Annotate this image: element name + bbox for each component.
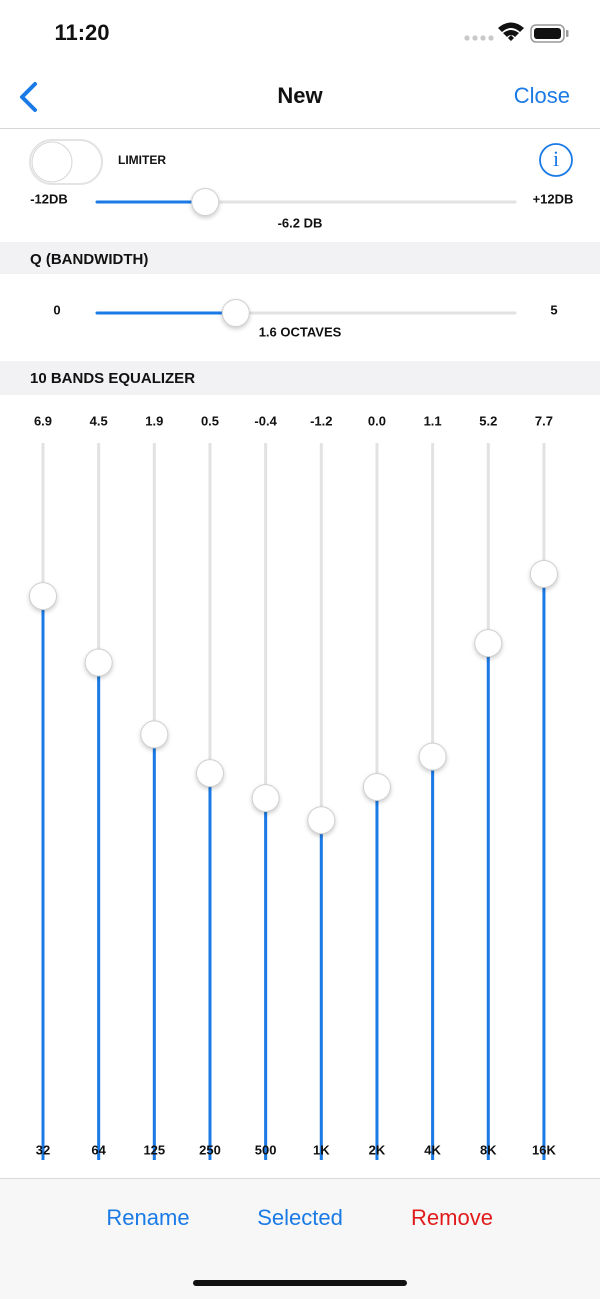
slider-knob[interactable] [474,629,503,658]
slider-knob[interactable] [221,299,250,327]
band-value: 0.5 [201,413,219,428]
slider-knob[interactable] [251,784,280,813]
toolbar [0,1178,600,1299]
limiter-label: LIMITER [118,153,166,167]
slider-knob[interactable] [191,188,220,216]
gain-max: +12DB [533,191,574,206]
band-value: -0.4 [254,413,277,428]
eq-header: 10 BANDS EQUALIZER [30,370,195,387]
band-value: 1.9 [145,413,163,428]
nav-title: New [277,83,323,108]
band-frequency: 4K [424,1142,441,1157]
band-frequency: 125 [143,1142,165,1157]
info-button[interactable]: i [539,143,573,177]
back-button[interactable] [20,82,37,112]
selected-button[interactable]: Selected [257,1205,343,1230]
slider-knob[interactable] [140,720,169,749]
band-frequency: 250 [199,1142,221,1157]
slider-knob[interactable] [84,648,113,677]
band-frequency: 64 [91,1142,106,1157]
band-value: 4.5 [90,413,108,428]
band-value: 5.2 [479,413,497,428]
toggle-knob [31,141,73,183]
band-value: -1.2 [310,413,332,428]
q-min: 0 [53,302,60,317]
status-icons [464,22,569,43]
section-header [0,361,600,395]
slider-knob[interactable] [362,773,391,801]
close-button[interactable]: Close [514,83,570,108]
q-max: 5 [550,302,557,317]
status-time: 11:20 [54,20,109,45]
gain-value: -6.2 DB [278,215,323,230]
band-value: 1.1 [424,413,442,428]
gain-min: -12DB [30,191,68,206]
remove-button[interactable]: Remove [411,1205,493,1230]
q-value: 1.6 OCTAVES [259,324,342,339]
band-frequency: 16K [532,1142,556,1157]
band-value: 0.0 [368,413,386,428]
equalizer: 6.9 32 4.5 64 1.9 125 0.5 250 -0.4 500 -1.2 1K 0.0 2K… [29,413,558,1160]
band-value: 7.7 [535,413,553,428]
svg-text:i: i [553,146,559,171]
band-frequency: 500 [255,1142,277,1157]
slider-knob[interactable] [529,559,558,588]
slider-knob[interactable] [29,582,57,611]
band-frequency: 8K [480,1142,497,1157]
slider-knob[interactable] [418,742,447,771]
band-frequency: 1K [313,1142,330,1157]
slider-knob[interactable] [307,806,336,835]
home-indicator [193,1280,407,1286]
band-value: 6.9 [34,413,52,428]
slider-knob[interactable] [195,759,224,788]
band-frequency: 2K [369,1142,386,1157]
q-header: Q (BANDWIDTH) [30,251,148,268]
rename-button[interactable]: Rename [106,1205,189,1230]
band-frequency: 32 [36,1142,50,1157]
section-header [0,242,600,274]
